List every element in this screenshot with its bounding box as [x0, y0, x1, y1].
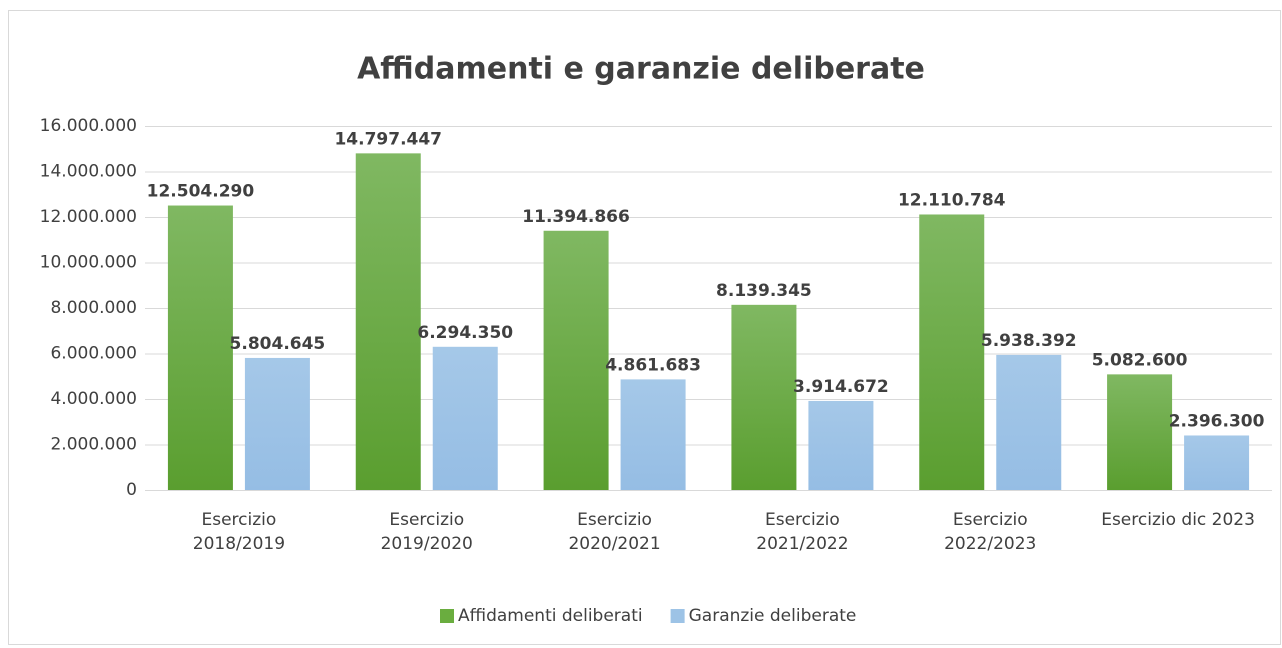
legend-swatch: [670, 609, 685, 623]
data-label: 11.394.866: [522, 207, 630, 227]
bar: [620, 379, 686, 490]
y-tick-label: 16.000.000: [40, 116, 137, 136]
data-label: 12.504.290: [147, 182, 255, 202]
bar: [1107, 374, 1173, 490]
y-tick-label: 6.000.000: [50, 344, 137, 364]
bar: [1184, 435, 1250, 490]
bar: [355, 153, 421, 490]
bar: [167, 205, 233, 490]
y-tick-label: 2.000.000: [50, 435, 137, 455]
data-label: 6.294.350: [417, 323, 513, 343]
bar: [919, 214, 985, 490]
chart-title: Affidamenti e garanzie deliberate: [357, 52, 925, 87]
bar: [808, 400, 874, 490]
x-tick-label: Esercizio 2020/2021: [568, 510, 661, 554]
bar: [543, 230, 609, 491]
bar: [731, 304, 797, 490]
data-label: 3.914.672: [793, 377, 889, 397]
x-tick-label: Esercizio 2022/2023: [944, 510, 1037, 554]
bar: [244, 357, 310, 490]
data-label: 12.110.784: [898, 190, 1006, 210]
data-label: 4.861.683: [605, 355, 701, 375]
data-label: 5.938.392: [981, 331, 1077, 351]
legend-label: Garanzie deliberate: [689, 606, 857, 626]
data-label: 5.804.645: [230, 334, 326, 354]
data-label: 5.082.600: [1092, 350, 1188, 370]
x-tick-label: Esercizio dic 2023: [1101, 510, 1255, 530]
bar: [996, 354, 1062, 490]
x-tick-label: Esercizio 2018/2019: [192, 510, 286, 554]
legend-label: Affidamenti deliberati: [458, 606, 643, 626]
x-tick-label: Esercizio 2021/2022: [756, 510, 849, 554]
data-label: 14.797.447: [334, 129, 442, 149]
bar: [432, 346, 498, 490]
y-tick-label: 14.000.000: [40, 162, 137, 182]
legend-swatch: [440, 609, 454, 623]
y-tick-label: 10.000.000: [40, 253, 137, 273]
y-tick-label: 4.000.000: [50, 389, 137, 409]
y-tick-label: 8.000.000: [50, 298, 137, 318]
data-label: 2.396.300: [1169, 411, 1265, 431]
y-tick-label: 0: [126, 480, 137, 500]
y-tick-label: 12.000.000: [40, 207, 137, 227]
x-tick-label: Esercizio 2019/2020: [380, 510, 473, 554]
data-label: 8.139.345: [716, 281, 812, 301]
